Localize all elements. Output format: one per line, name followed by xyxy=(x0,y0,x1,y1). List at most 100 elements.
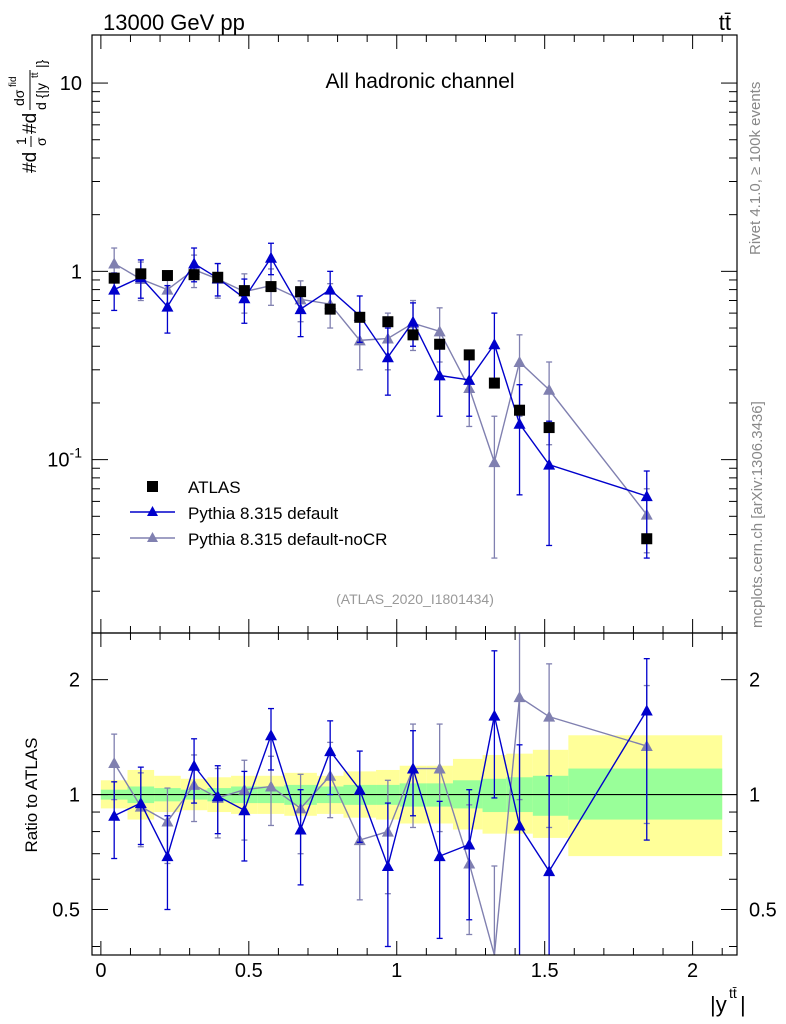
energy-label: 13000 GeV pp xyxy=(103,10,245,35)
data-point-atlas xyxy=(135,268,147,280)
data-point-nocr xyxy=(488,456,501,468)
ratio-point-default xyxy=(188,759,201,771)
mcplots-label: mcplots.cern.ch [arXiv:1306.3436] xyxy=(749,401,766,628)
ratio-point-default xyxy=(324,745,337,757)
ratio-y-tick-label-right: 2 xyxy=(749,670,760,692)
ratio-point-default xyxy=(211,790,224,802)
chart-title: All hadronic channel xyxy=(325,70,514,93)
ratio-point-default xyxy=(265,729,278,741)
data-point-atlas xyxy=(188,269,200,281)
ratio-point-nocr xyxy=(543,710,556,722)
data-point-atlas xyxy=(488,377,500,389)
svg-text:#d: #d xyxy=(20,113,41,134)
data-point-atlas xyxy=(354,311,366,323)
data-point-atlas xyxy=(161,270,173,282)
legend-marker-nocr xyxy=(147,532,158,542)
svg-text:#d: #d xyxy=(20,152,41,173)
svg-text:tt̄: tt̄ xyxy=(29,72,41,78)
data-point-atlas xyxy=(265,281,277,293)
ratio-point-default xyxy=(407,762,420,774)
data-point-default xyxy=(265,251,278,263)
data-point-default xyxy=(543,458,556,470)
ratio-point-nocr xyxy=(108,756,121,768)
data-point-atlas xyxy=(212,271,224,283)
x-tick-label: 2 xyxy=(687,960,698,982)
data-point-default xyxy=(381,351,394,363)
data-point-default xyxy=(407,315,420,327)
ratio-point-default xyxy=(238,804,251,816)
svg-text:|: | xyxy=(740,992,746,1017)
ratio-data-marks xyxy=(108,633,653,956)
ratio-point-default xyxy=(161,850,174,862)
ratio-uncertainty-bands xyxy=(92,735,737,857)
data-point-default xyxy=(513,417,526,429)
ratio-point-default xyxy=(488,709,501,721)
data-point-atlas xyxy=(324,303,336,315)
svg-text:1: 1 xyxy=(13,137,29,145)
data-point-default xyxy=(463,373,476,385)
data-point-default xyxy=(640,490,653,502)
data-point-atlas xyxy=(238,285,250,297)
svg-text:dσ: dσ xyxy=(11,89,27,106)
data-point-atlas xyxy=(434,338,446,350)
main-y-axis-label: #d 1 σ #d dσ fid d {|y tt̄ |} xyxy=(8,59,49,173)
ratio-point-default xyxy=(294,823,307,835)
ratio-point-default xyxy=(381,860,394,872)
rivet-version-label: Rivet 4.1.0, ≥ 100k events xyxy=(747,82,764,255)
ratio-point-nocr xyxy=(265,780,278,792)
data-point-atlas xyxy=(514,404,526,416)
ratio-point-default xyxy=(543,865,556,877)
data-point-atlas xyxy=(382,316,394,328)
svg-text:|y: |y xyxy=(710,992,727,1017)
ratio-y-tick-label-right: 1 xyxy=(749,785,760,807)
legend-label-default: Pythia 8.315 default xyxy=(188,504,339,523)
main-y-tick-label: 10-1 xyxy=(47,445,82,472)
data-point-nocr xyxy=(108,257,121,269)
ratio-y-tick-label-left: 1 xyxy=(69,785,80,807)
x-axis-label: |y tt̄ | xyxy=(710,985,746,1017)
legend-label-atlas: ATLAS xyxy=(188,478,241,497)
analysis-label: (ATLAS_2020_I1801434) xyxy=(336,591,494,607)
x-tick-label: 0 xyxy=(95,960,106,982)
svg-text:tt̄: tt̄ xyxy=(729,985,737,1001)
svg-text:|}: |} xyxy=(33,59,49,68)
main-y-tick-label: 1 xyxy=(71,261,82,283)
ratio-point-default xyxy=(433,850,446,862)
data-point-default xyxy=(324,283,337,295)
ratio-point-default xyxy=(134,797,147,809)
series-line-default xyxy=(113,256,647,497)
legend-label-nocr: Pythia 8.315 default-noCR xyxy=(188,530,387,549)
ratio-y-tick-label-left: 2 xyxy=(69,670,80,692)
data-point-atlas xyxy=(108,272,120,284)
ratio-y-tick-label-left: 0.5 xyxy=(52,899,80,921)
ratio-axis-ticks: 0.5 0.5 1 1 2 2 0 0.5 1 1.5 2 xyxy=(52,633,777,982)
data-point-default xyxy=(488,338,501,350)
ratio-point-nocr xyxy=(433,762,446,774)
data-point-nocr xyxy=(513,355,526,367)
data-point-atlas xyxy=(641,533,653,545)
data-point-atlas xyxy=(463,349,475,361)
ratio-point-default xyxy=(353,783,366,795)
ratio-frame xyxy=(91,632,738,956)
svg-text:d {|y: d {|y xyxy=(33,83,49,110)
x-tick-label: 0.5 xyxy=(235,960,263,982)
svg-text:fid: fid xyxy=(8,76,19,87)
legend-marker-atlas xyxy=(147,481,158,492)
main-axis-ticks: 10-1 1 10 xyxy=(47,35,737,633)
ratio-point-default xyxy=(463,838,476,850)
data-point-atlas xyxy=(295,286,307,298)
ratio-y-tick-label-right: 0.5 xyxy=(749,899,777,921)
ratio-point-default xyxy=(640,704,653,716)
data-point-atlas xyxy=(407,329,419,341)
data-point-default xyxy=(188,257,201,269)
data-point-default xyxy=(294,303,307,315)
data-point-nocr xyxy=(543,383,556,395)
ratio-point-default xyxy=(513,819,526,831)
main-y-tick-label: 10 xyxy=(60,73,82,95)
data-point-default xyxy=(108,283,121,295)
ratio-point-nocr xyxy=(513,691,526,703)
x-tick-label: 1.5 xyxy=(531,960,559,982)
svg-text:σ: σ xyxy=(33,137,49,146)
data-point-default xyxy=(161,300,174,312)
